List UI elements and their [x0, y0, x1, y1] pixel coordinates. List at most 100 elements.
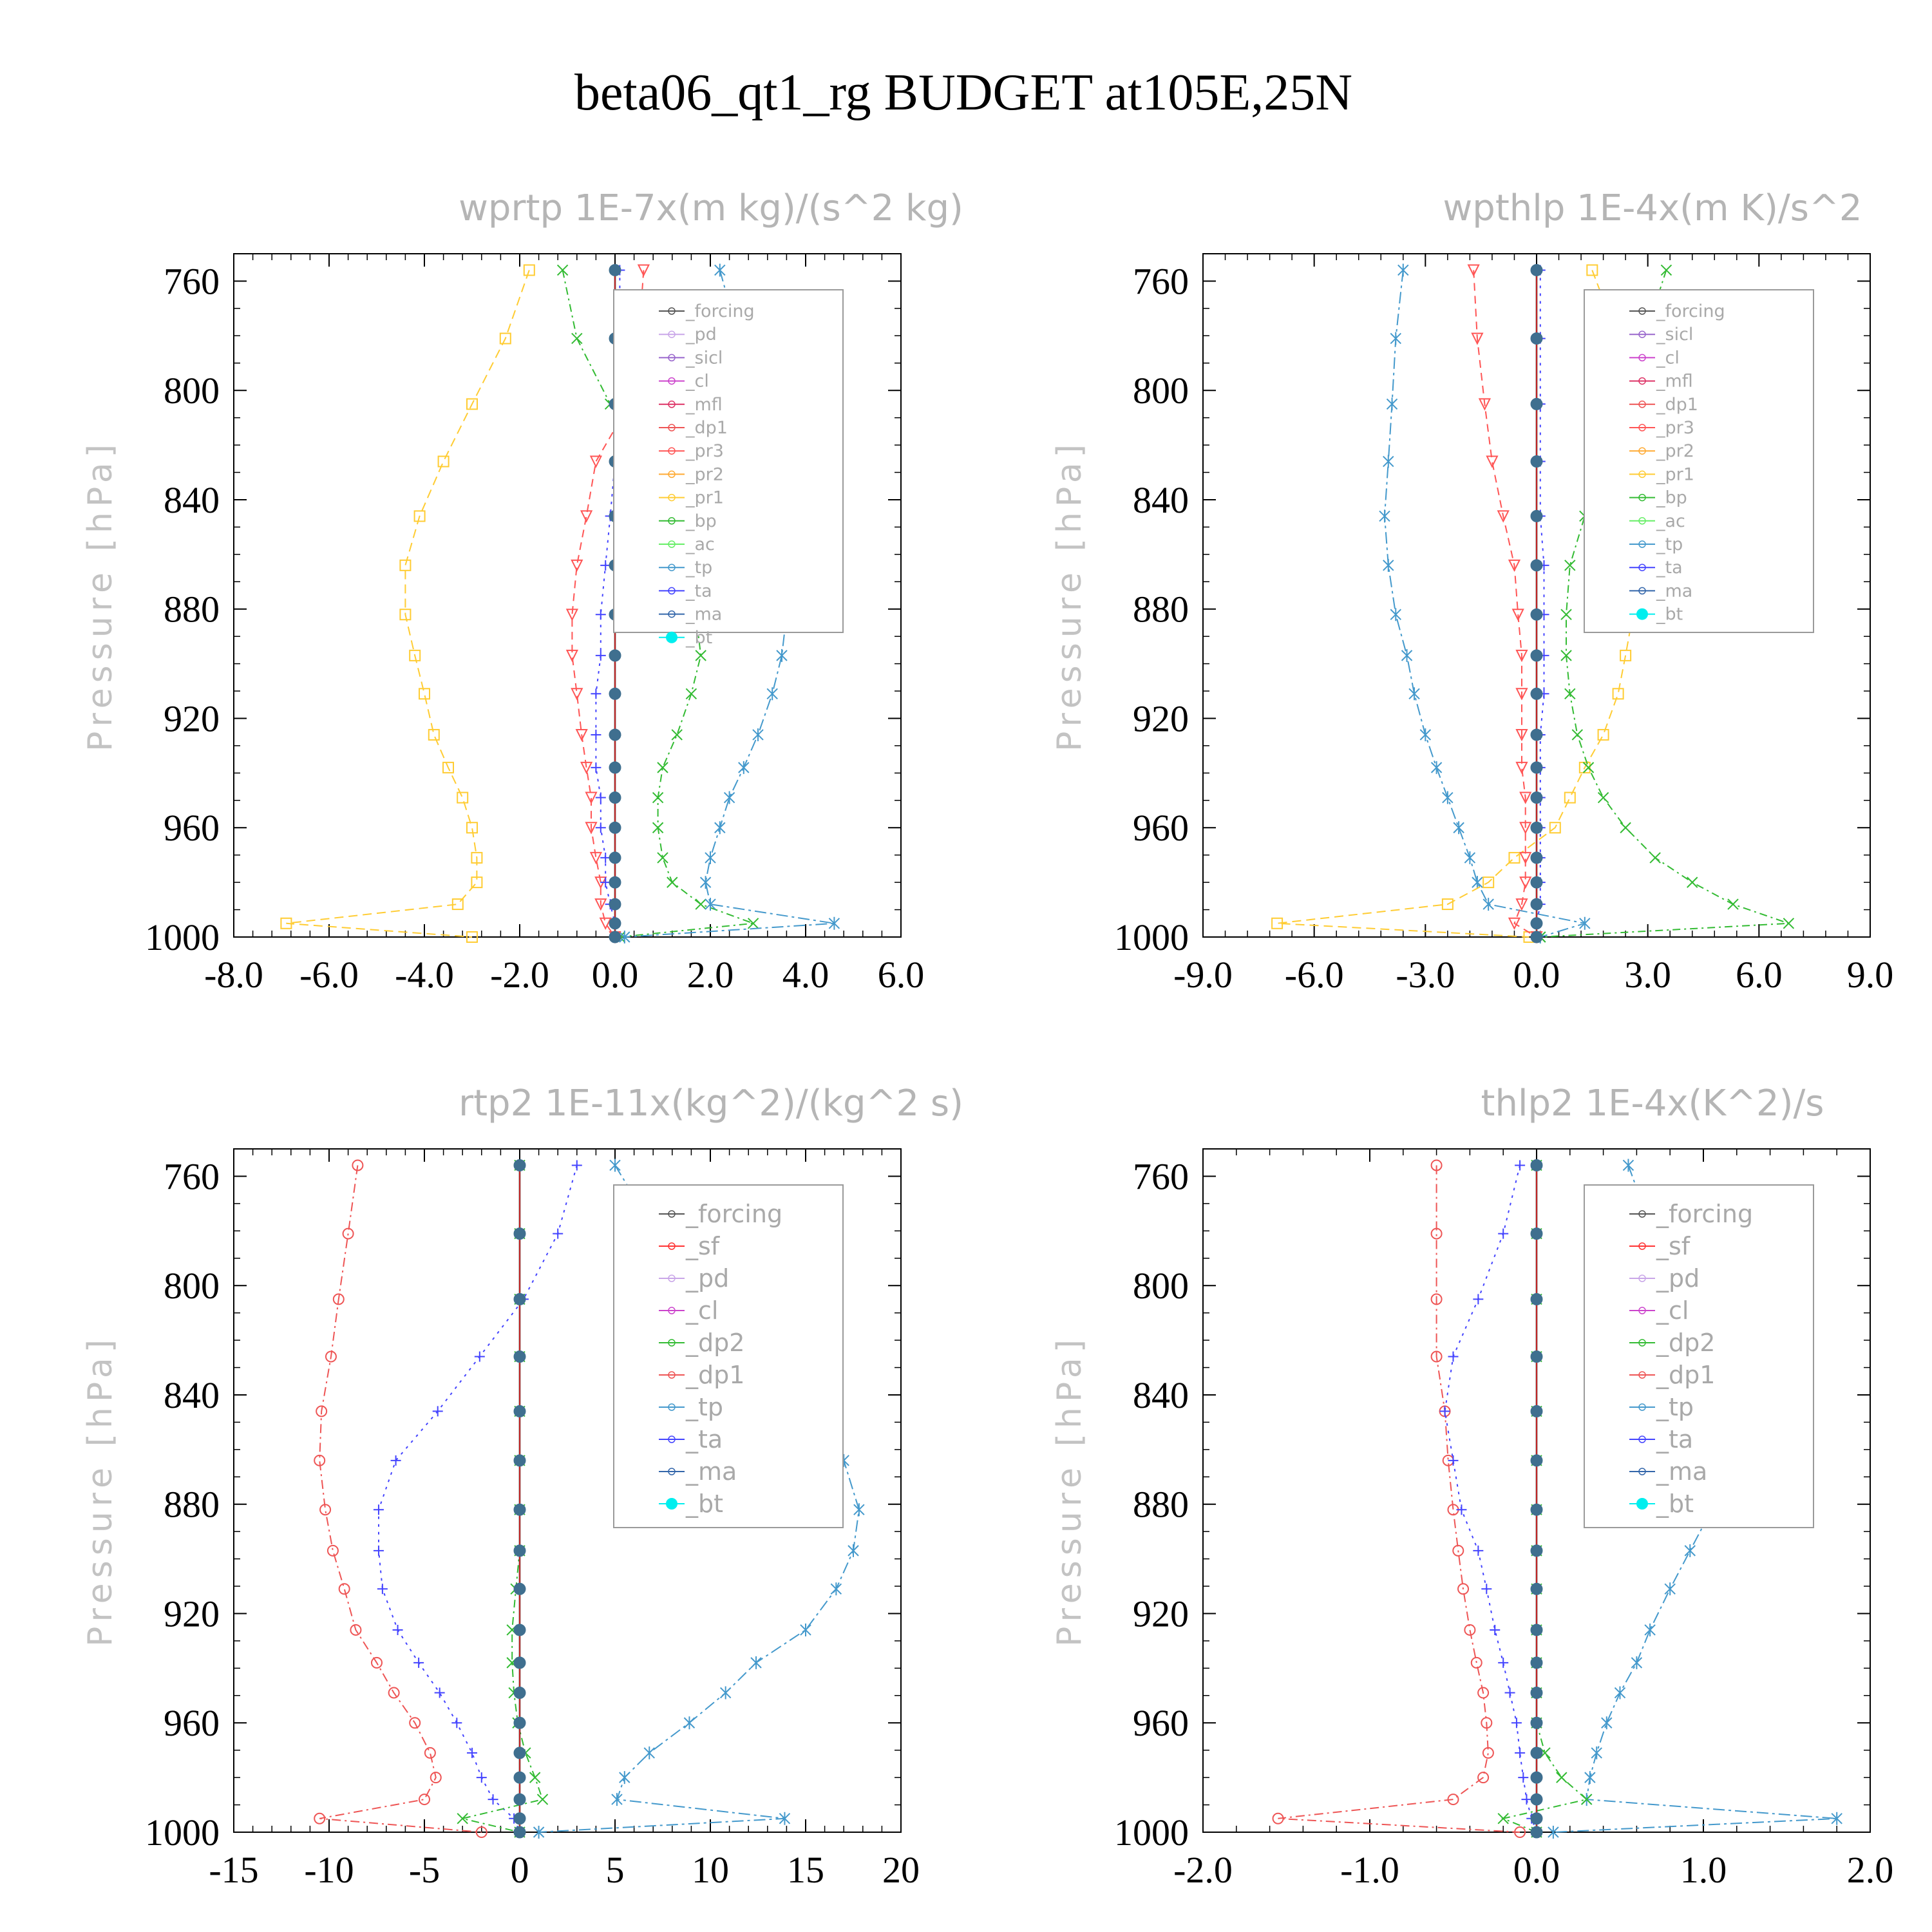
marker-dot	[1530, 1687, 1543, 1700]
legend-box	[613, 289, 844, 633]
legend-marker	[668, 1274, 676, 1282]
legend-item: _dp1	[1629, 1361, 1715, 1389]
legend-item: _tp	[659, 558, 712, 578]
marker-square	[437, 455, 450, 468]
marker-triangle	[637, 264, 650, 277]
legend-item: _pd	[1629, 1264, 1700, 1293]
marker-asterisk	[1644, 1623, 1656, 1636]
y-tick-label: 1000	[145, 1812, 220, 1853]
panel-title: rtp2 1E-11x(kg^2)/(kg^2 s)	[459, 1083, 963, 1124]
series-dp2	[457, 1159, 549, 1838]
marker-dot	[609, 917, 621, 930]
marker-square	[1612, 688, 1624, 700]
legend-label: _dp2	[685, 1329, 744, 1357]
marker-dot	[1530, 728, 1543, 741]
marker-dot	[609, 649, 621, 662]
marker-plus	[432, 1406, 443, 1417]
legend-label: _pr3	[685, 441, 724, 461]
legend-label: _ma	[1656, 581, 1692, 601]
marker-plus	[390, 1455, 401, 1466]
y-tick-label: 840	[1133, 1374, 1189, 1416]
legend-item: _ta	[1629, 558, 1683, 578]
marker-dot	[1530, 917, 1543, 930]
marker-dot	[513, 1293, 526, 1305]
y-tick-label: 920	[164, 1593, 220, 1634]
x-tick-label: -4.0	[395, 954, 454, 996]
legend-marker	[666, 1498, 677, 1510]
marker-square	[466, 822, 478, 834]
marker-triangle	[565, 649, 579, 663]
panel-wpthlp: wpthlp 1E-4x(m K)/s^2 Pressure [hPa] -9.0…	[1050, 187, 1893, 996]
marker-cross	[1564, 560, 1576, 571]
marker-dot	[609, 263, 621, 276]
legend-item: _bt	[1629, 1490, 1694, 1518]
marker-cross	[657, 852, 668, 864]
marker-circle	[1452, 1544, 1464, 1557]
marker-dot	[513, 1826, 526, 1839]
marker-asterisk	[723, 791, 735, 804]
marker-cross	[1560, 650, 1572, 661]
marker-dot	[1530, 1624, 1543, 1636]
legend-label: _bp	[685, 511, 717, 531]
marker-circle	[1481, 1717, 1493, 1729]
legend-marker	[668, 1371, 676, 1379]
marker-dot	[513, 1544, 526, 1557]
marker-asterisk	[705, 851, 716, 864]
marker-asterisk	[1464, 851, 1476, 864]
y-axis-label: Pressure [hPa]	[1050, 1334, 1089, 1647]
marker-triangle	[1519, 791, 1532, 804]
legend-label: _bt	[1656, 605, 1683, 625]
marker-asterisk	[714, 263, 726, 277]
y-tick-label: 960	[1133, 807, 1189, 849]
marker-plus	[1456, 1504, 1467, 1515]
legend-marker	[1638, 1210, 1646, 1218]
legend: _forcing _sicl _cl _mfl _dp1 _pr3 _pr2 _pr1 _bp _…	[1584, 289, 1814, 633]
y-tick-label: 920	[1133, 1593, 1189, 1634]
legend-label: _pd	[1656, 1264, 1700, 1293]
marker-asterisk	[848, 1544, 859, 1557]
marker-square	[1586, 264, 1598, 276]
marker-asterisk	[1419, 728, 1432, 741]
marker-dot	[1530, 851, 1543, 864]
legend-item: _dp2	[659, 1329, 744, 1357]
y-tick-label: 760	[1133, 260, 1189, 302]
marker-triangle	[589, 455, 603, 468]
marker-square	[413, 510, 426, 522]
series-ta	[373, 1160, 582, 1837]
legend-label: _pd	[685, 325, 717, 345]
marker-asterisk	[1390, 608, 1401, 621]
marker-asterisk	[611, 1793, 623, 1806]
marker-dot	[513, 1582, 526, 1595]
x-tick-label: 0.0	[592, 954, 639, 996]
series-line-ta	[378, 1165, 578, 1833]
marker-dot	[1530, 821, 1543, 834]
marker-square	[1441, 898, 1454, 911]
legend-label: _ma	[1656, 1457, 1707, 1486]
legend-label: _tp	[685, 558, 712, 578]
x-tick-label: 10	[692, 1849, 729, 1891]
marker-circle	[1470, 1656, 1482, 1669]
marker-square	[1564, 791, 1576, 804]
legend-marker	[1636, 608, 1648, 620]
marker-square	[442, 761, 454, 773]
marker-square	[399, 609, 412, 621]
legend-item: _pr2	[659, 464, 724, 484]
series-ta	[1439, 1160, 1542, 1837]
marker-dot	[1530, 1812, 1543, 1825]
legend-box	[613, 1184, 844, 1528]
marker-cross	[1556, 1772, 1567, 1783]
marker-plus	[1504, 1687, 1515, 1698]
marker-dot	[1530, 509, 1543, 522]
legend-marker	[668, 307, 676, 315]
marker-asterisk	[1386, 397, 1398, 411]
marker-circle	[1482, 1747, 1494, 1759]
legend-marker	[668, 1242, 676, 1250]
legend-item: _tp	[659, 1393, 723, 1421]
legend-item: _ta	[659, 581, 712, 601]
marker-plus	[373, 1504, 384, 1515]
marker-asterisk	[1383, 455, 1394, 468]
series-dp1	[314, 1159, 488, 1838]
legend-item: _pd	[659, 1264, 729, 1293]
y-tick-label: 760	[1133, 1155, 1189, 1197]
marker-asterisk	[1831, 1812, 1842, 1825]
